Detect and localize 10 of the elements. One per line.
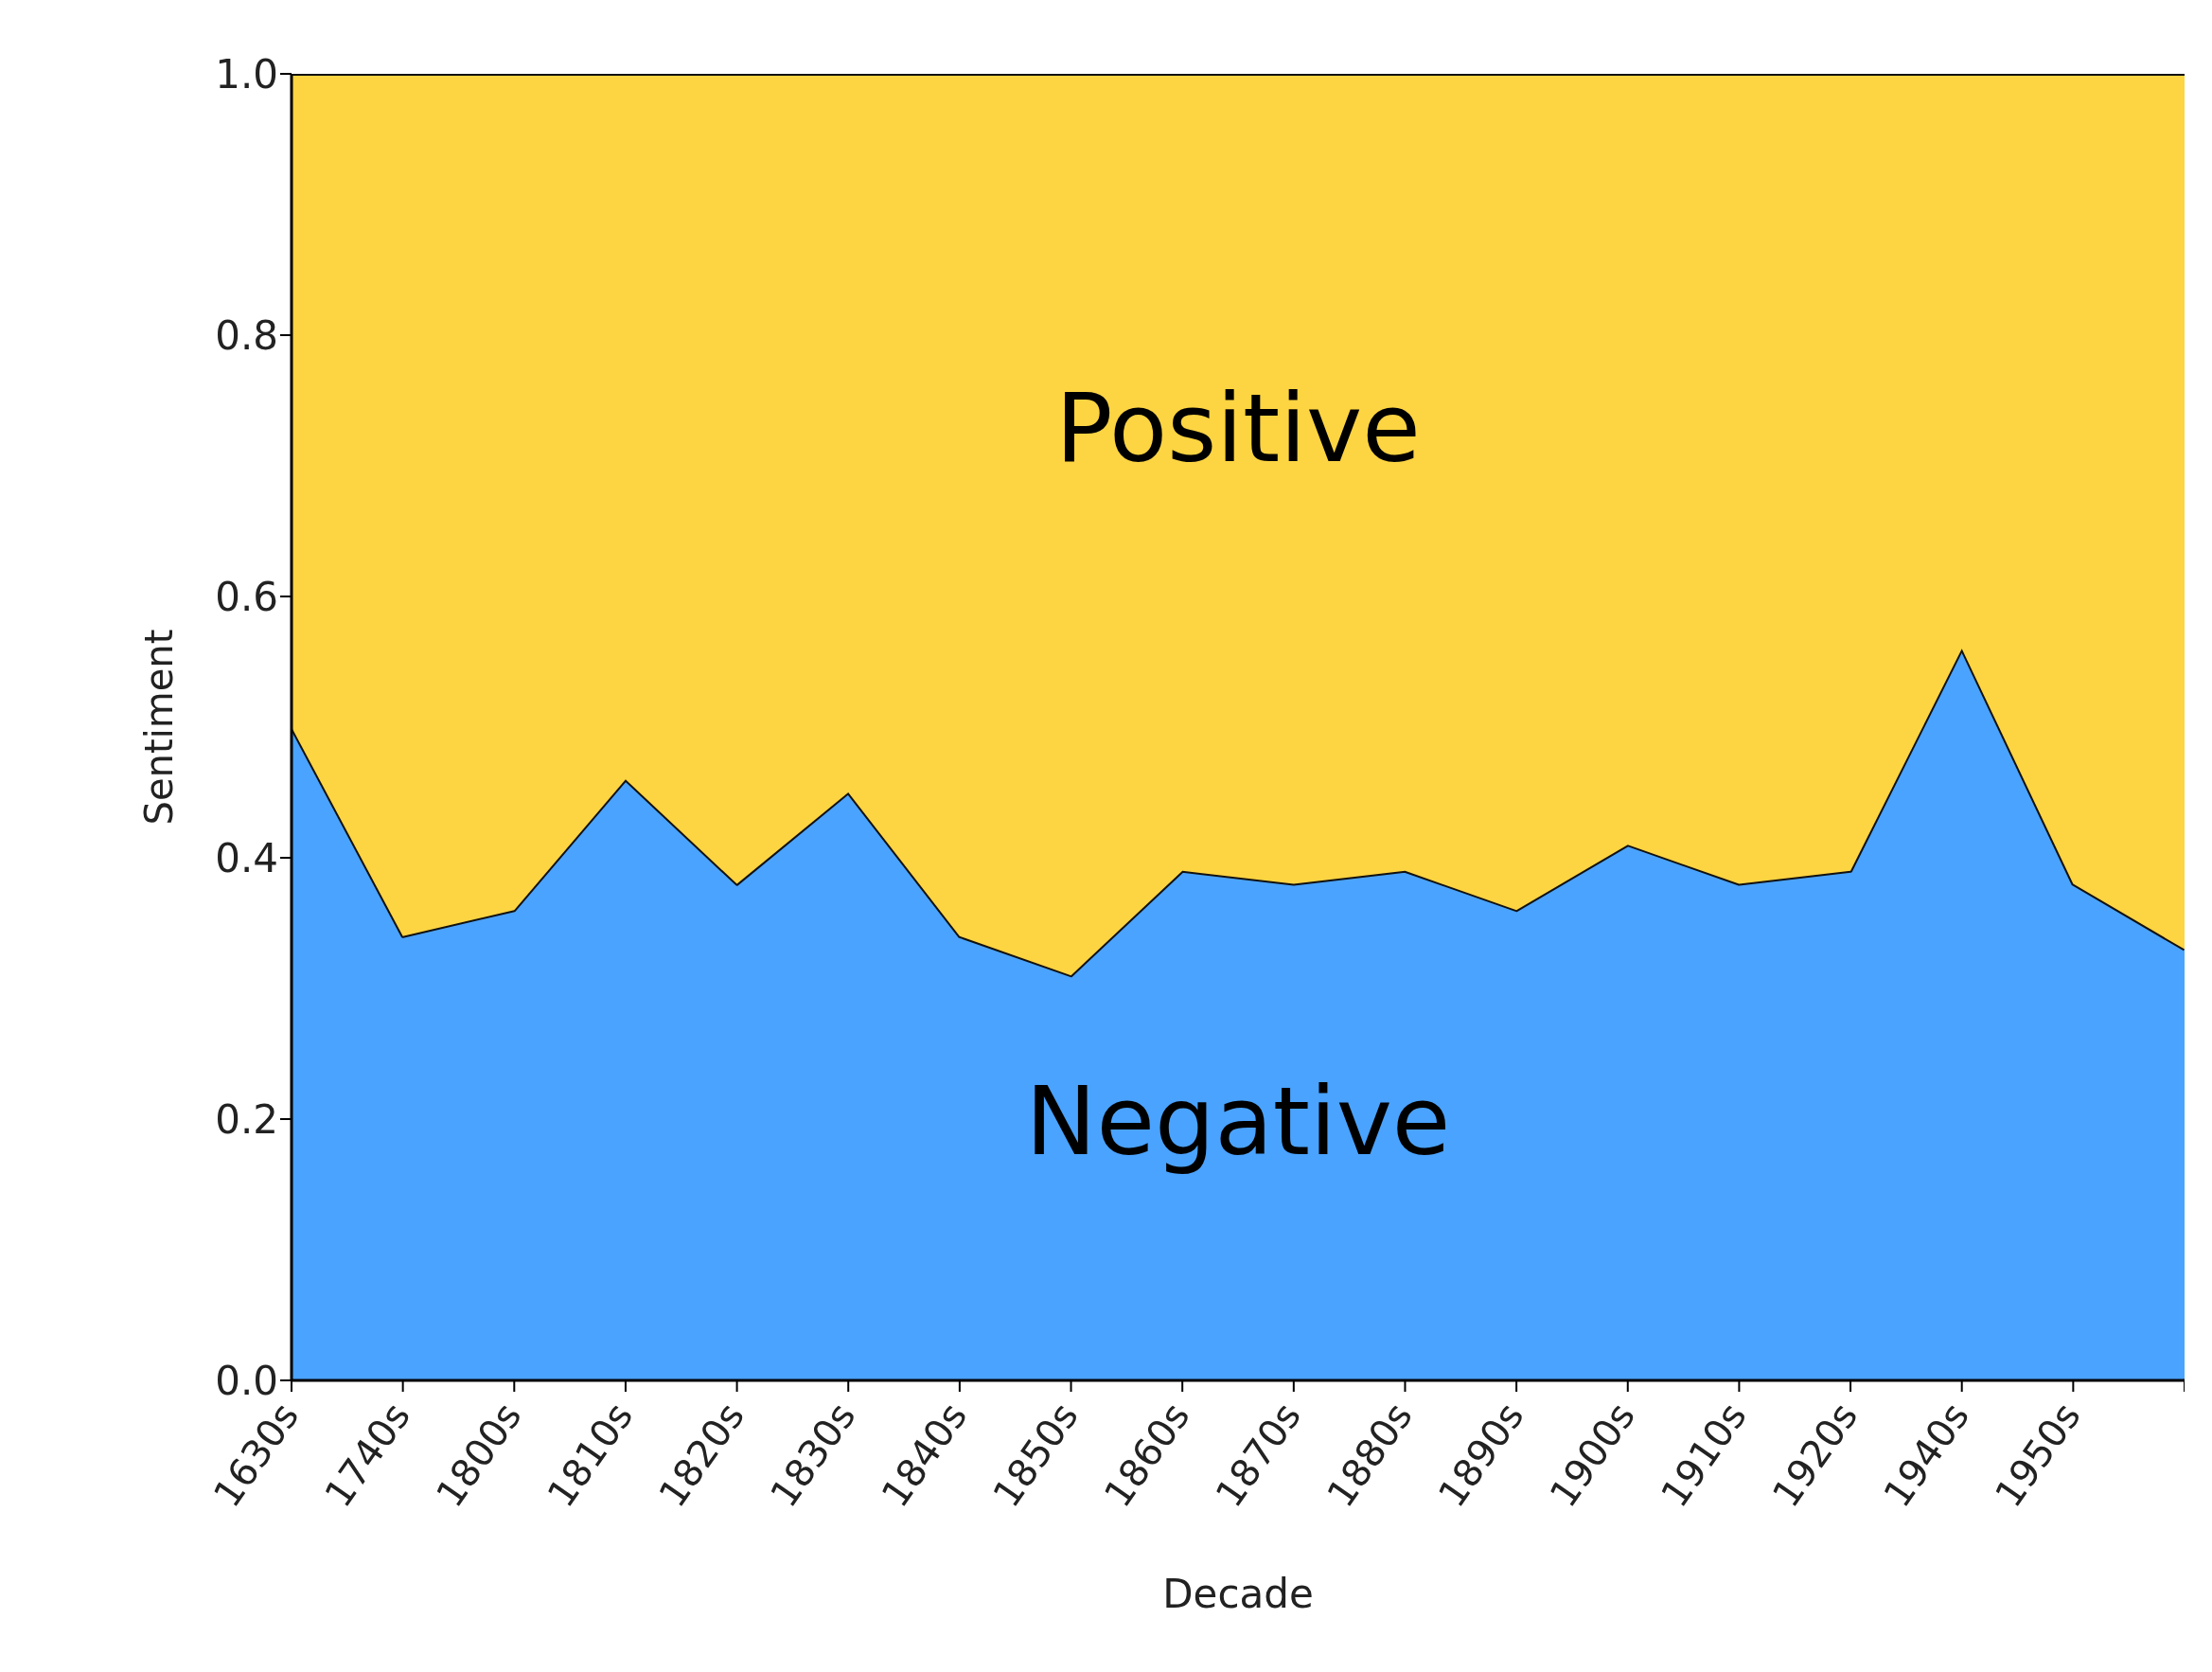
y-tick-label: 0.4	[215, 834, 278, 881]
y-tick-label: 0.0	[215, 1357, 278, 1404]
y-tick-label: 1.0	[215, 50, 278, 98]
y-axis-title: Sentiment	[137, 629, 182, 826]
y-tick-label: 0.2	[215, 1095, 278, 1143]
series-label: Negative	[1024, 1065, 1452, 1177]
y-tick-label: 0.8	[215, 311, 278, 359]
x-axis-title: Decade	[1162, 1571, 1314, 1617]
y-tick-label: 0.6	[215, 573, 278, 620]
series-label: Positive	[1054, 373, 1422, 485]
